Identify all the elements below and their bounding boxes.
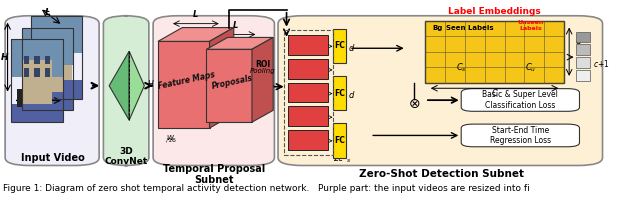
Text: L: L bbox=[193, 10, 198, 19]
Bar bbox=[35, 44, 40, 52]
Bar bbox=[22, 28, 73, 110]
Text: FC: FC bbox=[334, 41, 345, 50]
Bar bbox=[28, 77, 32, 95]
Bar bbox=[22, 92, 73, 110]
Text: FC: FC bbox=[334, 136, 345, 145]
Bar bbox=[24, 68, 29, 77]
Text: 2c: 2c bbox=[334, 154, 344, 163]
Bar bbox=[64, 45, 69, 53]
Text: 3D
ConvNet: 3D ConvNet bbox=[104, 147, 148, 166]
Text: ROI: ROI bbox=[255, 59, 271, 69]
Text: Temporal Proposal
Subnet: Temporal Proposal Subnet bbox=[163, 164, 265, 185]
Text: $C_s$: $C_s$ bbox=[456, 62, 467, 74]
Text: Feature Maps: Feature Maps bbox=[157, 70, 216, 91]
Text: Basic & Super Level
Classification Loss: Basic & Super Level Classification Loss bbox=[483, 90, 558, 110]
Bar bbox=[55, 44, 60, 52]
Bar bbox=[284, 30, 333, 155]
Text: $C_u$: $C_u$ bbox=[525, 62, 536, 74]
Text: W: W bbox=[166, 135, 173, 141]
Text: d: d bbox=[575, 37, 580, 46]
Text: $\otimes$: $\otimes$ bbox=[408, 97, 420, 112]
FancyBboxPatch shape bbox=[461, 89, 579, 111]
Bar bbox=[11, 39, 63, 122]
Bar bbox=[22, 28, 73, 65]
Bar bbox=[44, 45, 49, 53]
Bar bbox=[289, 35, 328, 55]
Bar bbox=[11, 104, 63, 122]
Polygon shape bbox=[209, 28, 234, 128]
Bar bbox=[22, 60, 52, 106]
FancyBboxPatch shape bbox=[104, 16, 149, 165]
Polygon shape bbox=[129, 51, 144, 120]
Bar bbox=[45, 68, 50, 77]
Bar bbox=[54, 32, 59, 41]
Text: FC: FC bbox=[334, 89, 345, 98]
Bar bbox=[31, 16, 82, 53]
Text: d: d bbox=[348, 44, 354, 53]
Text: Bg: Bg bbox=[432, 25, 442, 31]
Bar bbox=[32, 48, 63, 94]
Polygon shape bbox=[252, 37, 273, 122]
Text: H: H bbox=[1, 53, 8, 62]
Bar bbox=[41, 36, 72, 82]
Bar bbox=[44, 32, 49, 41]
Bar bbox=[35, 56, 40, 64]
Text: W: W bbox=[33, 104, 43, 113]
Polygon shape bbox=[158, 41, 209, 128]
Text: Input Video: Input Video bbox=[20, 153, 84, 163]
Bar bbox=[333, 123, 346, 158]
Text: Label Embeddings: Label Embeddings bbox=[448, 7, 541, 16]
Bar bbox=[36, 65, 41, 84]
Text: s: s bbox=[347, 158, 351, 163]
Bar bbox=[289, 130, 328, 150]
Bar bbox=[289, 59, 328, 79]
Polygon shape bbox=[207, 49, 252, 122]
Polygon shape bbox=[158, 28, 234, 41]
Text: H: H bbox=[148, 80, 154, 89]
Bar bbox=[64, 32, 69, 41]
Text: d: d bbox=[348, 91, 354, 100]
Text: Pooling: Pooling bbox=[250, 68, 276, 74]
FancyBboxPatch shape bbox=[278, 16, 602, 165]
Bar bbox=[577, 57, 590, 68]
Text: Unseen
Labels: Unseen Labels bbox=[518, 20, 544, 31]
Polygon shape bbox=[207, 37, 273, 49]
Bar bbox=[289, 83, 328, 102]
Text: Zero-Shot Detection Subnet: Zero-Shot Detection Subnet bbox=[358, 169, 524, 179]
FancyBboxPatch shape bbox=[5, 16, 99, 165]
Bar bbox=[45, 56, 50, 64]
Text: Seen Labels: Seen Labels bbox=[447, 25, 494, 31]
Bar bbox=[289, 106, 328, 126]
Bar bbox=[577, 32, 590, 42]
Bar bbox=[31, 16, 82, 98]
Bar bbox=[55, 57, 60, 65]
FancyBboxPatch shape bbox=[461, 124, 579, 147]
Text: /16: /16 bbox=[166, 138, 175, 143]
Text: $c$+1: $c$+1 bbox=[593, 58, 610, 69]
Bar bbox=[45, 57, 50, 65]
Bar bbox=[54, 45, 59, 53]
Text: L: L bbox=[233, 21, 238, 30]
Text: Start-End Time
Regression Loss: Start-End Time Regression Loss bbox=[490, 126, 551, 145]
FancyBboxPatch shape bbox=[153, 16, 275, 165]
Bar bbox=[17, 89, 22, 107]
Polygon shape bbox=[109, 51, 129, 120]
Bar bbox=[24, 56, 29, 64]
Text: L: L bbox=[45, 8, 51, 17]
Bar bbox=[35, 57, 40, 65]
Bar bbox=[31, 80, 82, 98]
Bar bbox=[577, 70, 590, 81]
Text: Proposals: Proposals bbox=[211, 73, 253, 90]
Bar bbox=[333, 76, 346, 110]
Bar bbox=[35, 68, 40, 77]
Bar bbox=[577, 44, 590, 55]
Bar bbox=[333, 29, 346, 63]
Bar bbox=[425, 21, 564, 83]
Bar bbox=[45, 44, 50, 52]
Text: Figure 1: Diagram of zero shot temporal activity detection network.   Purple par: Figure 1: Diagram of zero shot temporal … bbox=[3, 184, 530, 193]
Bar bbox=[11, 39, 63, 77]
Text: C: C bbox=[492, 89, 497, 98]
